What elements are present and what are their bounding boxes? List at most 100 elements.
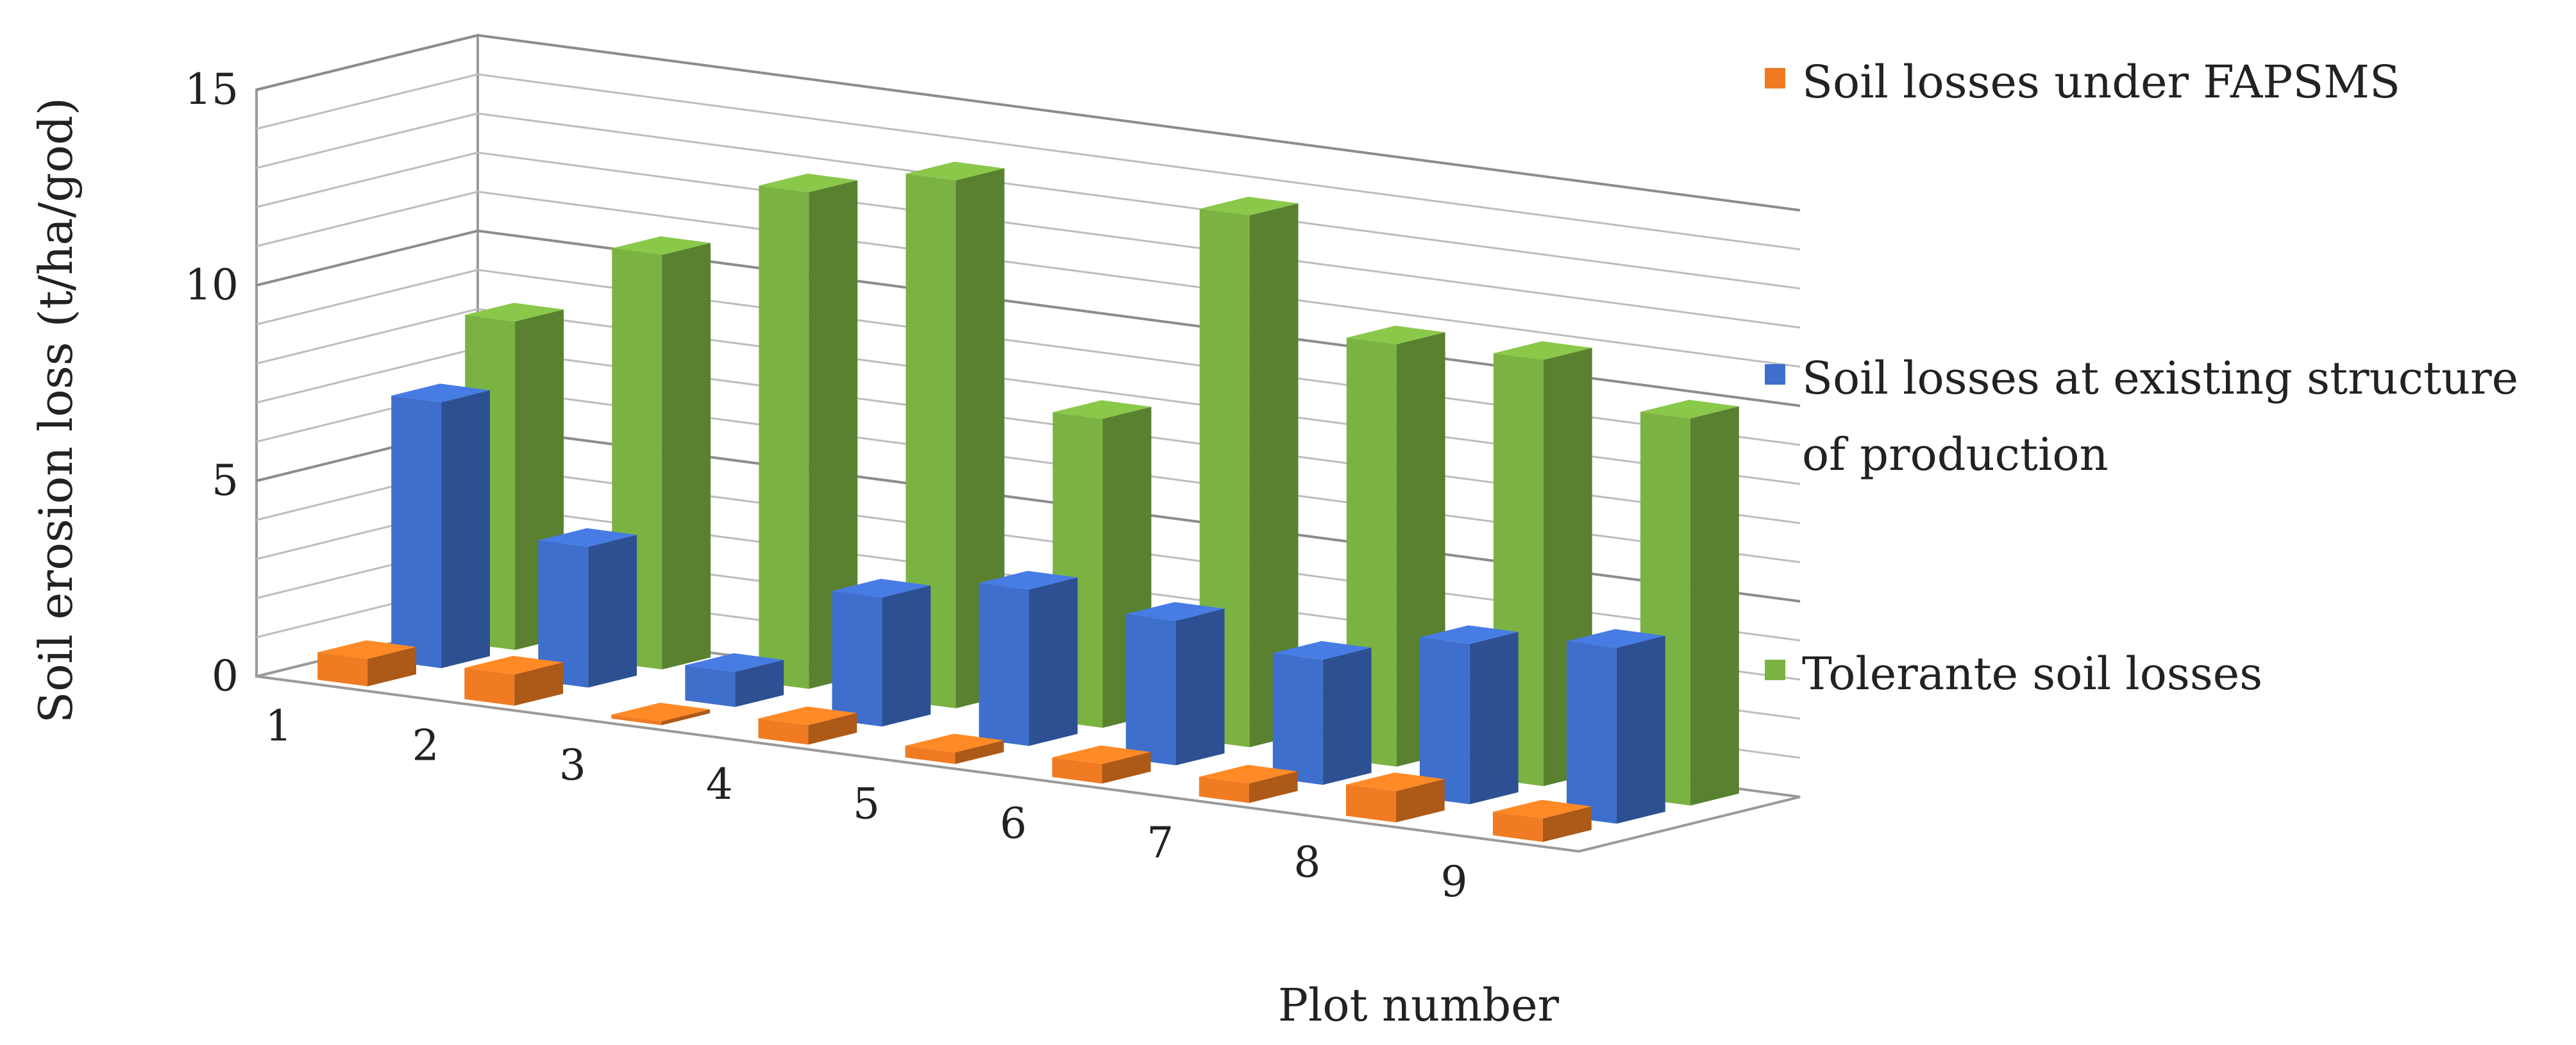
x-tick-label: 7 <box>1147 818 1174 867</box>
bar-front <box>391 396 442 669</box>
bar-top <box>1567 629 1665 648</box>
legend-swatch <box>1765 364 1785 385</box>
bar-side <box>1249 203 1299 748</box>
legend-swatch <box>1765 68 1785 88</box>
legend-item: Soil losses at existing structure of prod… <box>1765 352 2518 481</box>
bar-front <box>905 174 956 708</box>
gridline <box>256 112 1801 290</box>
x-tick-label: 6 <box>1000 799 1027 848</box>
bar <box>1346 326 1445 767</box>
bar-front <box>1052 757 1102 784</box>
bar-front <box>1125 614 1176 765</box>
bar-top <box>1272 641 1372 660</box>
legend-item: Tolerante soil losses <box>1765 648 2262 700</box>
bar-top <box>538 528 637 547</box>
bar-side <box>1029 577 1078 746</box>
bar-side <box>808 713 857 745</box>
bar <box>685 653 784 707</box>
bar <box>611 703 711 726</box>
bar-side <box>955 168 1005 708</box>
bar-side <box>735 660 784 707</box>
bar-front <box>1567 641 1617 824</box>
y-tick-label: 10 <box>185 260 239 310</box>
x-tick-label: 3 <box>559 740 586 790</box>
bar-top <box>465 303 564 322</box>
chart-ticks: 0 5 10 15 1 2 3 4 5 6 7 8 9 <box>185 65 1467 907</box>
legend-label: of production <box>1802 428 2109 481</box>
bar <box>905 162 1005 708</box>
bar-front <box>1493 812 1543 842</box>
bar <box>391 383 490 669</box>
x-tick-label: 2 <box>412 721 439 771</box>
bar <box>1345 773 1445 823</box>
bar <box>905 733 1004 764</box>
bar-front <box>1419 637 1470 805</box>
legend-swatch <box>1765 660 1785 680</box>
legend-label: Soil losses under FAPSMS <box>1802 56 2400 108</box>
bar-front <box>1345 784 1396 823</box>
bar-side <box>882 585 931 727</box>
bar-top <box>1493 799 1592 819</box>
bar-side <box>1322 648 1372 785</box>
bar-side <box>662 242 711 670</box>
bar-top <box>1125 602 1225 621</box>
gridline <box>256 151 1801 329</box>
bar <box>538 528 637 688</box>
bar-side <box>1690 406 1739 806</box>
chart-bars <box>317 162 1739 842</box>
x-tick-label: 9 <box>1440 857 1467 907</box>
bar-front <box>758 718 809 745</box>
bar-side <box>1102 752 1151 784</box>
bar-top <box>832 578 931 598</box>
bar-front <box>759 185 809 689</box>
bar <box>464 656 564 706</box>
bar-top <box>1199 765 1298 783</box>
bar-top <box>685 653 784 672</box>
bar <box>1272 641 1372 785</box>
bar-side <box>1395 779 1445 823</box>
bar-side <box>809 180 858 689</box>
bar <box>1419 625 1519 805</box>
x-tick-label: 1 <box>265 701 292 751</box>
bar-top <box>1640 399 1739 419</box>
y-tick-label: 15 <box>185 65 239 114</box>
bar-front <box>1199 776 1249 803</box>
bar-side <box>367 647 416 687</box>
bar <box>832 578 931 727</box>
bar-front <box>905 746 955 764</box>
bar-front <box>611 714 662 726</box>
bar-side <box>1175 608 1225 765</box>
chart-legend: Soil losses under FAPSMS Soil losses at e… <box>1765 56 2518 700</box>
bar <box>979 571 1078 746</box>
bar <box>759 173 858 689</box>
bar-front <box>538 540 589 688</box>
bar-top <box>317 640 416 659</box>
bar <box>317 640 416 687</box>
bar-top <box>1493 341 1592 360</box>
bar-top <box>1052 400 1152 419</box>
bar-side <box>955 740 1004 764</box>
bar-top <box>612 236 711 255</box>
y-tick-label: 0 <box>212 651 239 701</box>
bar-front <box>464 667 515 706</box>
bar-front <box>685 665 736 707</box>
bar-side <box>588 535 637 688</box>
x-axis-title: Plot number <box>1278 979 1560 1032</box>
bar-top <box>758 706 857 725</box>
bar-front <box>832 590 882 727</box>
bar-front <box>317 652 368 687</box>
bar-top <box>391 383 490 403</box>
bar-side <box>661 709 711 726</box>
x-tick-label: 5 <box>853 780 880 829</box>
bar-front <box>1272 653 1323 785</box>
y-tick-label: 5 <box>212 456 239 505</box>
bar-top <box>1419 625 1519 644</box>
x-tick-label: 8 <box>1293 838 1320 887</box>
gridline <box>256 33 1801 212</box>
bar-top <box>464 656 564 674</box>
bar-top <box>1346 326 1445 344</box>
bar-top <box>1052 745 1151 764</box>
bar-side <box>441 390 490 669</box>
bar-top <box>759 173 858 192</box>
bar-top <box>1345 773 1445 791</box>
